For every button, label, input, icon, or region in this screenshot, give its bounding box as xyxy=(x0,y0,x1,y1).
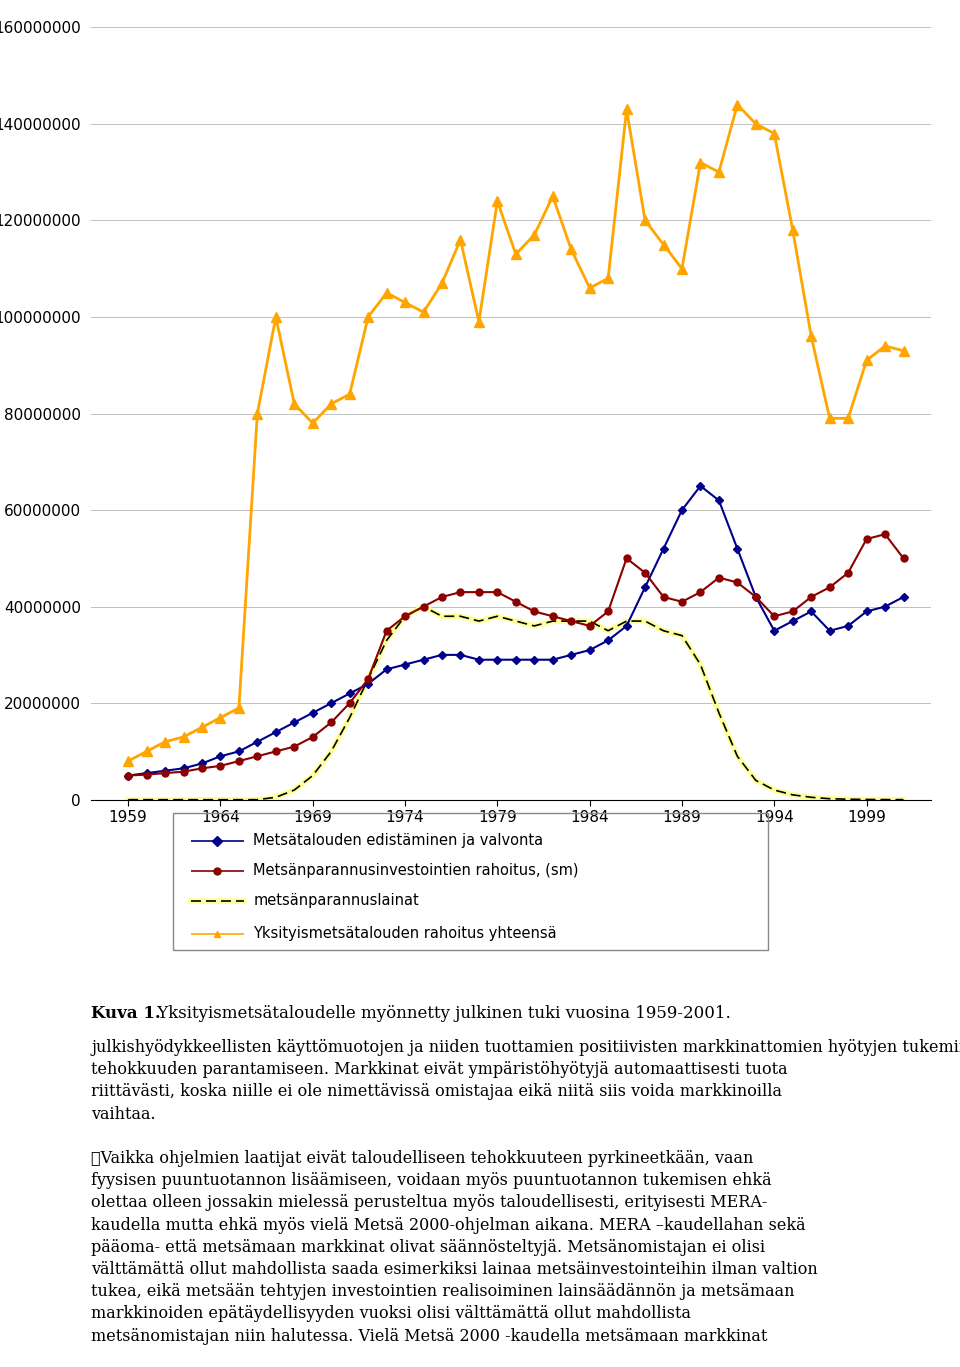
Text: Metsätalouden edistäminen ja valvonta: Metsätalouden edistäminen ja valvonta xyxy=(253,834,543,848)
Text: julkishyödykkeellisten käyttömuotojen ja niiden tuottamien positiivisten markkin: julkishyödykkeellisten käyttömuotojen ja… xyxy=(91,1039,960,1345)
Text: Metsänparannusinvestointien rahoitus, (sm): Metsänparannusinvestointien rahoitus, (s… xyxy=(253,864,579,878)
Text: Yksityismetsätalouden rahoitus yhteensä: Yksityismetsätalouden rahoitus yhteensä xyxy=(253,927,557,940)
Text: Kuva 1.: Kuva 1. xyxy=(91,1005,161,1021)
Text: Yksityismetsätaloudelle myönnetty julkinen tuki vuosina 1959-2001.: Yksityismetsätaloudelle myönnetty julkin… xyxy=(152,1005,731,1021)
Text: metsänparannuslainat: metsänparannuslainat xyxy=(253,894,419,908)
